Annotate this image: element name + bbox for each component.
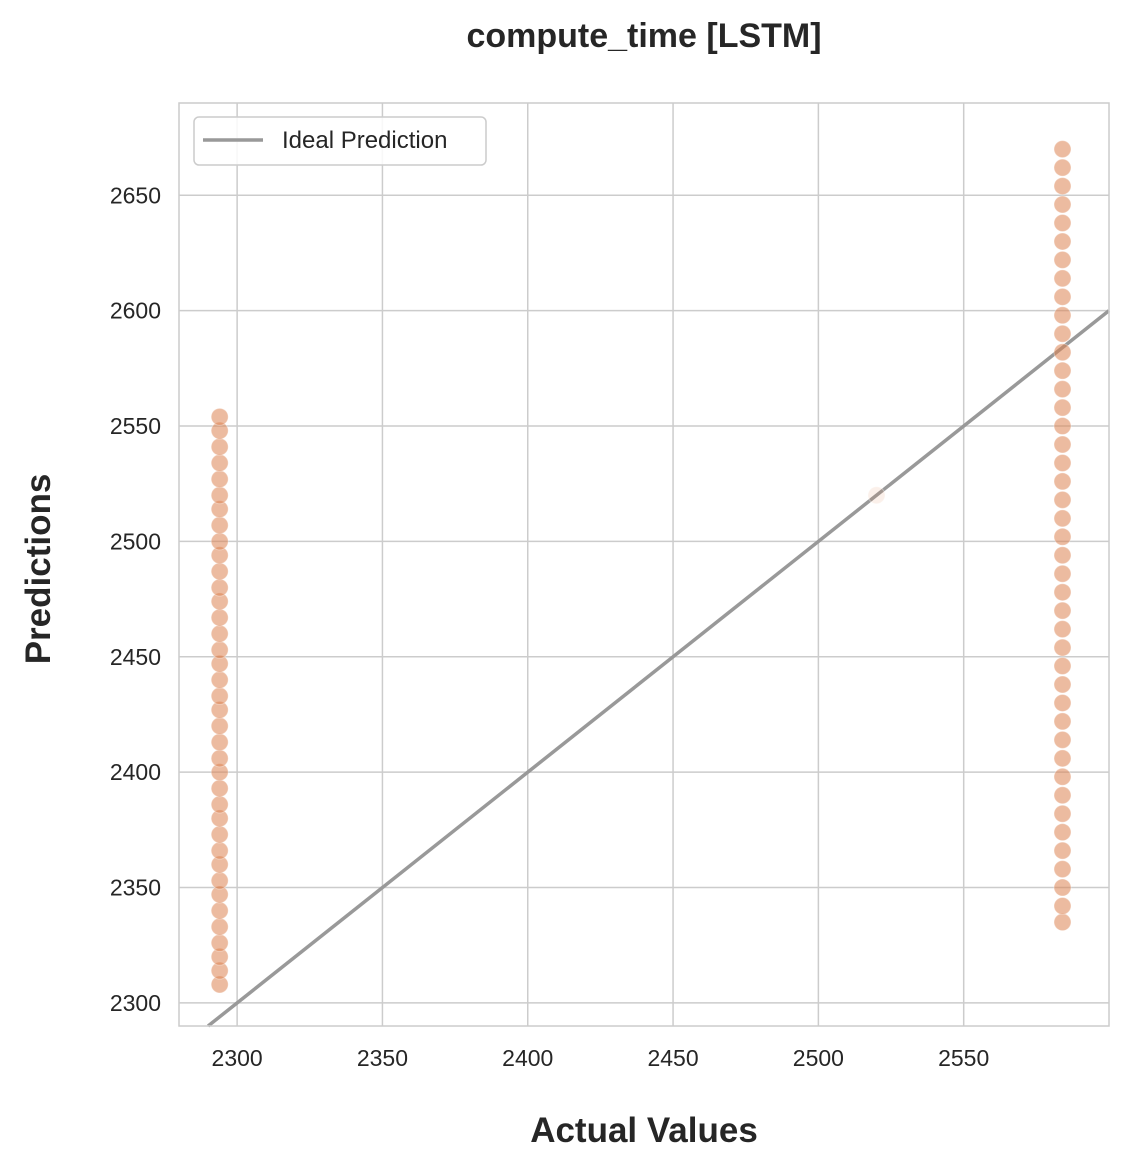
data-point <box>1053 675 1072 694</box>
data-point <box>210 933 229 952</box>
data-point <box>210 841 229 860</box>
data-point <box>1053 472 1072 491</box>
data-point <box>210 562 229 581</box>
data-point <box>1053 417 1072 436</box>
data-point <box>210 733 229 752</box>
data-point <box>210 486 229 505</box>
data-point <box>1053 913 1072 932</box>
data-point <box>1053 490 1072 509</box>
legend: Ideal Prediction <box>193 116 487 166</box>
y-tick-label: 2450 <box>110 644 161 670</box>
data-point <box>210 917 229 936</box>
data-point <box>210 470 229 489</box>
data-point <box>210 640 229 659</box>
x-tick-label: 2550 <box>938 1045 989 1071</box>
data-point <box>1053 306 1072 325</box>
y-tick-label: 2550 <box>110 413 161 439</box>
x-axis-title: Actual Values <box>530 1111 758 1150</box>
y-axis-title: Predictions <box>19 474 58 665</box>
data-point <box>1053 287 1072 306</box>
data-point <box>1053 601 1072 620</box>
data-point <box>1053 195 1072 214</box>
data-point <box>1053 324 1072 343</box>
data-point <box>210 516 229 535</box>
data-point <box>1053 398 1072 417</box>
x-tick-label: 2300 <box>212 1045 263 1071</box>
y-tick-label: 2650 <box>110 182 161 208</box>
data-point <box>210 624 229 643</box>
data-point <box>1053 638 1072 657</box>
data-point <box>1053 269 1072 288</box>
data-point <box>210 407 229 426</box>
x-tick-labels: 2300 2350 2400 2450 2500 2550 <box>212 1045 990 1071</box>
data-point <box>1053 232 1072 251</box>
data-point <box>1053 564 1072 583</box>
data-point <box>1053 158 1072 177</box>
data-point <box>1053 841 1072 860</box>
data-point <box>210 825 229 844</box>
data-point <box>1053 730 1072 749</box>
chart-title: compute_time [LSTM] <box>466 17 821 55</box>
data-point <box>210 608 229 627</box>
data-point <box>1053 583 1072 602</box>
y-tick-labels: 2300 2350 2400 2450 2500 2550 2600 2650 <box>110 182 161 1016</box>
data-point <box>210 795 229 814</box>
data-point <box>1053 860 1072 879</box>
data-point <box>210 578 229 597</box>
ideal-prediction-line <box>206 309 1111 1028</box>
x-tick-label: 2500 <box>793 1045 844 1071</box>
y-tick-label: 2600 <box>110 298 161 324</box>
data-point <box>1053 749 1072 768</box>
x-tick-label: 2350 <box>357 1045 408 1071</box>
data-point <box>867 486 886 505</box>
data-point <box>1053 823 1072 842</box>
data-point <box>1053 140 1072 159</box>
data-point <box>1053 380 1072 399</box>
y-tick-label: 2500 <box>110 528 161 554</box>
data-point <box>1053 657 1072 676</box>
data-point <box>210 437 229 456</box>
grid-lines <box>179 103 1109 1026</box>
data-point <box>1053 343 1072 362</box>
data-point <box>1053 177 1072 196</box>
plot-frame <box>178 102 1110 1027</box>
data-point <box>1053 453 1072 472</box>
data-point <box>210 687 229 706</box>
data-point <box>1053 786 1072 805</box>
data-point <box>1053 804 1072 823</box>
data-point <box>1053 712 1072 731</box>
ideal-prediction-layer <box>206 309 1111 1028</box>
legend-label: Ideal Prediction <box>282 127 447 154</box>
data-point <box>1053 361 1072 380</box>
data-points <box>210 140 1072 994</box>
data-point <box>1053 693 1072 712</box>
data-point <box>1053 527 1072 546</box>
data-point <box>210 779 229 798</box>
data-point <box>1053 767 1072 786</box>
data-point <box>1053 546 1072 565</box>
y-tick-label: 2350 <box>110 875 161 901</box>
x-tick-label: 2400 <box>502 1045 553 1071</box>
y-tick-label: 2300 <box>110 990 161 1016</box>
data-point <box>1053 878 1072 897</box>
data-point <box>210 717 229 736</box>
data-point <box>210 532 229 551</box>
y-tick-label: 2400 <box>110 759 161 785</box>
data-point <box>1053 250 1072 269</box>
data-point <box>210 901 229 920</box>
data-point <box>1053 897 1072 916</box>
data-point <box>210 749 229 768</box>
x-tick-label: 2450 <box>647 1045 698 1071</box>
data-point <box>1053 213 1072 232</box>
legend-box <box>193 116 487 166</box>
data-point <box>210 453 229 472</box>
data-point <box>210 871 229 890</box>
data-point <box>1053 435 1072 454</box>
data-point <box>210 670 229 689</box>
data-point <box>1053 509 1072 528</box>
data-point <box>1053 620 1072 639</box>
